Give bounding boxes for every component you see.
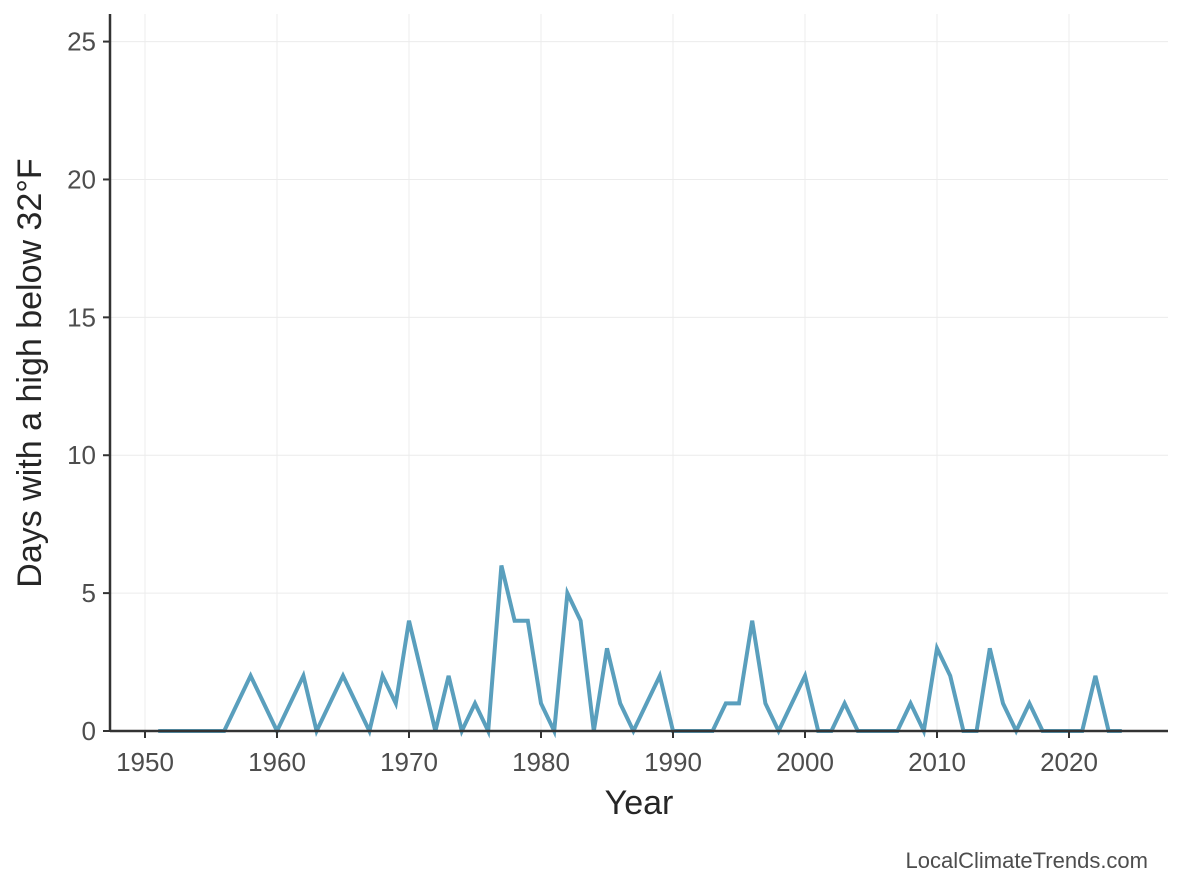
y-tick-label: 15 [67,302,96,332]
x-tick-label: 2020 [1040,747,1098,777]
x-tick-label: 1990 [644,747,702,777]
grid-lines [110,14,1168,732]
y-tick-label: 0 [82,716,96,746]
y-axis-title: Days with a high below 32°F [11,158,49,587]
x-tick-label: 1970 [380,747,438,777]
series-line [158,565,1122,739]
x-tick-label: 1980 [512,747,570,777]
x-tick-label: 2010 [908,747,966,777]
x-tick-label: 1960 [248,747,306,777]
x-axis-title: Year [605,784,674,822]
y-tick-label: 5 [82,578,96,608]
y-tick-label: 25 [67,27,96,57]
x-tick-label: 1950 [116,747,174,777]
series-group [158,565,1122,739]
tick-labels: 1950 1960 1970 1980 1990 2000 2010 2020 0 5 10 15 20… [67,27,1098,777]
axes [103,14,1168,738]
y-tick-label: 20 [67,164,96,194]
y-tick-label: 10 [67,440,96,470]
x-tick-label: 2000 [776,747,834,777]
source-credit: LocalClimateTrends.com [905,848,1149,873]
